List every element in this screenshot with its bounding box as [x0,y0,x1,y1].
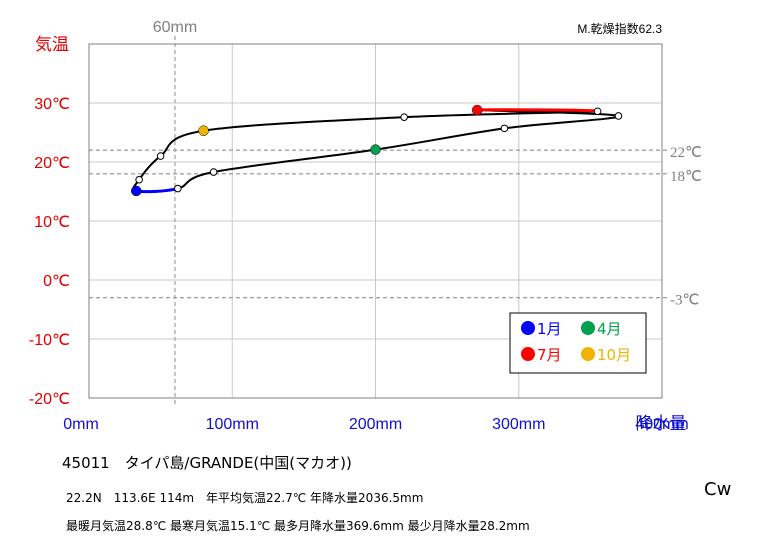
station-line1: 22.2N 113.6E 114m 年平均気温22.7℃ 年降水量2036.5m… [66,491,424,505]
y-tick-label: 10℃ [34,214,70,231]
index-label: M.乾燥指数62.3 [577,21,662,36]
reference-label-temp: 18℃ [670,169,702,185]
month-point-2 [174,184,182,193]
jul-segment [475,108,600,113]
legend-label: 4月 [597,320,622,338]
station-title: 45011 タイパ島/GRANDE(中国(マカオ)) [62,454,352,472]
month-point-1 [131,185,142,197]
month-point-3 [209,168,218,176]
y-tick-label: 20℃ [34,155,70,172]
x-tick-label: 0mm [63,416,99,433]
reference-label-temp: 22℃ [670,145,702,161]
y-tick-label: 30℃ [34,96,70,113]
month-point-6 [614,112,623,120]
legend-marker [521,347,535,361]
reference-lines: 22℃ 18℃ -3℃ 60mm [89,19,702,404]
reference-label-temp: -3℃ [670,293,699,309]
month-point-12 [135,175,143,184]
x-tick-label: 200mm [349,416,402,433]
grid-lines [89,44,662,398]
station-line2: 最暖月気温28.8℃ 最寒月気温15.1℃ 最多月降水量369.6mm 最少月降… [66,519,530,533]
x-tick-label: 300mm [492,416,545,433]
axis-labels: 30℃ 20℃ 10℃ 0℃ -10℃ -20℃ 気温 0mm 100mm 200mm 300mm 4… [29,35,689,434]
month-point-10 [198,125,209,136]
x-axis-title: 降水量 [636,414,687,434]
reference-label-precip: 60mm [153,19,197,36]
x-tick-label: 100mm [206,416,259,433]
legend-label: 1月 [537,320,562,338]
legend-label: 7月 [537,346,562,364]
month-point-7 [471,104,483,116]
climate-class: Cw [704,479,732,500]
x-tick-label: 400mm [635,416,688,433]
month-point-4 [370,144,381,155]
month-point-11 [156,152,165,160]
y-tick-label: 0℃ [43,273,70,290]
legend-marker [521,321,535,335]
y-tick-label: -10℃ [29,332,70,349]
month-point-9 [400,113,408,121]
legend-marker [581,321,595,335]
legend-marker [581,347,595,361]
month-point-8 [593,107,602,116]
y-tick-label: -20℃ [29,391,70,408]
month-points [131,104,623,197]
plot-frame [88,43,663,399]
legend-label: 10月 [597,346,631,364]
jan-segment [135,187,179,194]
legend: 1月 4月 7月 10月 [509,312,647,374]
month-point-5 [500,124,509,133]
y-axis-title: 気温 [35,35,69,55]
